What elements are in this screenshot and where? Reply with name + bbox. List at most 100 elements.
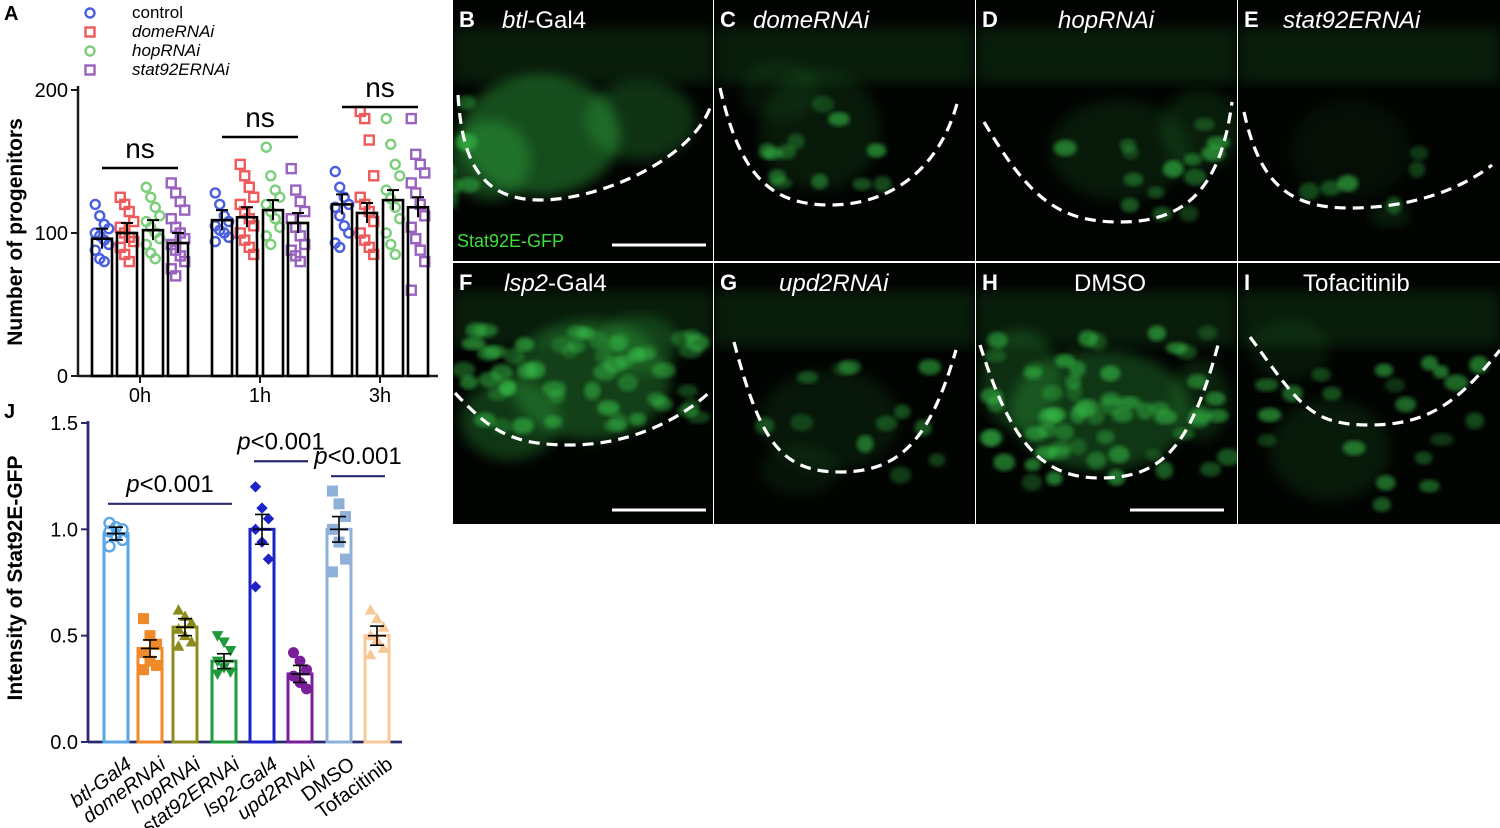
nucleus bbox=[603, 419, 627, 433]
micrograph-tissue bbox=[1238, 28, 1500, 227]
nucleus bbox=[1320, 180, 1342, 196]
y-tick-label: 200 bbox=[35, 80, 68, 102]
panel-letter-i: I bbox=[1244, 270, 1250, 295]
data-point bbox=[359, 112, 371, 125]
legend-marker-2 bbox=[84, 45, 96, 57]
y-tick-label: 0 bbox=[57, 366, 68, 388]
ns-label: ns bbox=[245, 102, 275, 133]
x-tick-label: 3h bbox=[369, 385, 391, 407]
panel-letter-d: D bbox=[982, 7, 998, 32]
nucleus bbox=[980, 387, 1003, 405]
y-tick-label: 1.0 bbox=[50, 519, 78, 541]
nucleus bbox=[983, 349, 1007, 363]
nucleus bbox=[1257, 407, 1282, 423]
ns-label: ns bbox=[365, 72, 395, 103]
data-point bbox=[265, 170, 277, 182]
nucleus bbox=[566, 325, 589, 340]
nucleus bbox=[1175, 344, 1197, 360]
nucleus bbox=[889, 466, 912, 484]
nucleus bbox=[308, 173, 331, 185]
data-point bbox=[145, 191, 157, 203]
nucleus bbox=[1120, 197, 1140, 213]
data-point bbox=[265, 238, 277, 251]
nucleus bbox=[828, 112, 850, 127]
data-point bbox=[256, 502, 268, 514]
bar bbox=[102, 532, 130, 744]
panel-letter-e: E bbox=[1244, 7, 1259, 32]
nucleus bbox=[1100, 392, 1121, 406]
panel-letter-c: C bbox=[720, 7, 736, 32]
nucleus bbox=[651, 362, 676, 378]
nucleus bbox=[484, 345, 507, 359]
nucleus bbox=[1372, 497, 1391, 512]
nucleus bbox=[498, 380, 516, 395]
data-point bbox=[414, 244, 426, 256]
data-point bbox=[288, 647, 299, 659]
title-rest: -Gal4 bbox=[548, 270, 607, 297]
nucleus bbox=[544, 415, 563, 429]
nucleus bbox=[1021, 473, 1042, 492]
nucleus bbox=[1145, 448, 1163, 462]
legend-marker-0 bbox=[84, 7, 96, 19]
panel-letter-g: G bbox=[720, 270, 737, 295]
nucleus bbox=[517, 362, 537, 380]
nucleus bbox=[454, 132, 472, 151]
y-tick-label: 100 bbox=[35, 223, 68, 245]
y-tick-label: 0.5 bbox=[50, 626, 78, 648]
micrograph-title: DMSO bbox=[1074, 270, 1146, 297]
micrograph-title: hopRNAi bbox=[1058, 7, 1155, 34]
data-point bbox=[224, 646, 237, 657]
data-point bbox=[380, 112, 392, 125]
nucleus bbox=[1342, 440, 1366, 456]
nucleus bbox=[1200, 461, 1221, 477]
x-tick-label: 1h bbox=[249, 385, 271, 407]
gut-wall-band bbox=[976, 28, 1237, 83]
nucleus bbox=[1100, 365, 1121, 382]
legend-label-2: hopRNAi bbox=[132, 41, 201, 60]
nucleus bbox=[1257, 433, 1277, 447]
y-tick-label: 1.5 bbox=[50, 413, 78, 435]
title-italic: btl bbox=[502, 7, 528, 34]
data-point bbox=[299, 205, 311, 218]
nucleus bbox=[670, 331, 694, 347]
ns-label: ns bbox=[125, 133, 155, 164]
bar bbox=[166, 241, 190, 378]
legend-label-3: stat92ERNAi bbox=[132, 60, 231, 79]
nucleus bbox=[379, 127, 403, 139]
nucleus bbox=[1216, 448, 1237, 466]
title-italic: lsp2 bbox=[504, 270, 548, 297]
data-point bbox=[274, 191, 286, 203]
nucleus bbox=[551, 336, 574, 354]
pvalue-value: <0.001 bbox=[328, 443, 402, 470]
data-point bbox=[239, 170, 251, 182]
nucleus bbox=[299, 171, 318, 183]
nucleus bbox=[304, 156, 324, 174]
bar bbox=[261, 208, 285, 378]
data-point bbox=[172, 640, 185, 651]
nucleus bbox=[1395, 396, 1417, 413]
nucleus bbox=[1187, 373, 1208, 389]
nucleus bbox=[1194, 117, 1215, 132]
data-point bbox=[371, 612, 383, 624]
panel-j-chart: J 0.00.51.01.5btl-Gal4domeRNAihopRNAista… bbox=[4, 401, 402, 828]
nucleus bbox=[322, 150, 343, 162]
legend-label-0: control bbox=[132, 3, 183, 22]
data-point bbox=[149, 253, 161, 265]
panel-a-ylabel: Number of progenitors bbox=[4, 118, 27, 346]
nucleus bbox=[1155, 461, 1174, 480]
nucleus bbox=[465, 322, 487, 339]
nucleus bbox=[1376, 474, 1396, 491]
nucleus bbox=[678, 343, 703, 359]
nucleus bbox=[928, 453, 946, 467]
nucleus bbox=[776, 144, 797, 160]
nucleus bbox=[298, 123, 316, 138]
nucleus bbox=[1311, 367, 1331, 382]
nucleus bbox=[297, 145, 316, 160]
gut-wall-band bbox=[1238, 28, 1500, 83]
data-point bbox=[419, 167, 431, 179]
y-tick-label: 0.0 bbox=[50, 732, 78, 754]
